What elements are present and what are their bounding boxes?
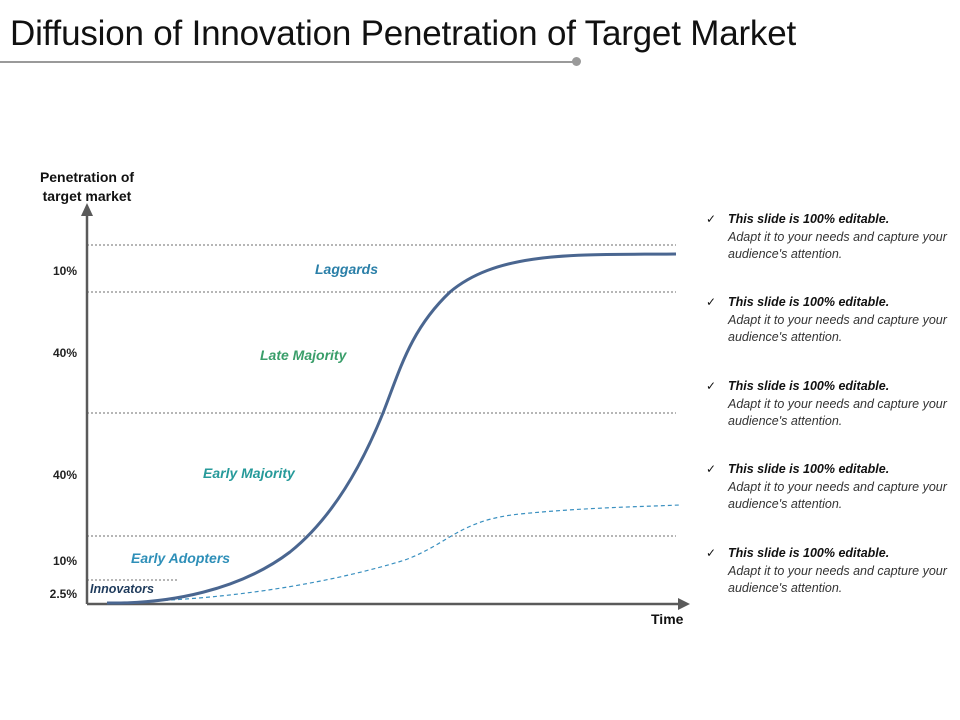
share-label-early-adopters: 10%: [27, 554, 77, 568]
check-icon: ✓: [706, 379, 716, 393]
note-heading: This slide is 100% editable.: [728, 379, 889, 393]
check-icon: ✓: [706, 546, 716, 560]
note-body: Adapt it to your needs and capture your …: [728, 396, 960, 430]
note-heading: This slide is 100% editable.: [728, 212, 889, 226]
x-axis-arrowhead: [678, 598, 690, 610]
check-icon: ✓: [706, 462, 716, 476]
stage-label-late-majority: Late Majority: [260, 347, 346, 363]
note-body: Adapt it to your needs and capture your …: [728, 229, 960, 263]
stage-label-early-majority: Early Majority: [203, 465, 295, 481]
y-axis-label: Penetration of target market: [20, 168, 154, 206]
note-heading: This slide is 100% editable.: [728, 295, 889, 309]
share-label-late-majority: 40%: [27, 346, 77, 360]
check-icon: ✓: [706, 295, 716, 309]
stage-label-innovators: Innovators: [90, 582, 154, 596]
note-heading: This slide is 100% editable.: [728, 546, 889, 560]
check-icon: ✓: [706, 212, 716, 226]
note-body: Adapt it to your needs and capture your …: [728, 563, 960, 597]
note-heading: This slide is 100% editable.: [728, 462, 889, 476]
stage-label-laggards: Laggards: [315, 261, 378, 277]
stage-label-early-adopters: Early Adopters: [131, 550, 230, 566]
note-body: Adapt it to your needs and capture your …: [728, 479, 960, 513]
x-axis-label: Time: [651, 611, 683, 627]
share-label-laggards: 10%: [27, 264, 77, 278]
share-label-innovators: 2.5%: [27, 587, 77, 601]
grid-lines: [87, 245, 676, 580]
note-body: Adapt it to your needs and capture your …: [728, 312, 960, 346]
share-label-early-majority: 40%: [27, 468, 77, 482]
